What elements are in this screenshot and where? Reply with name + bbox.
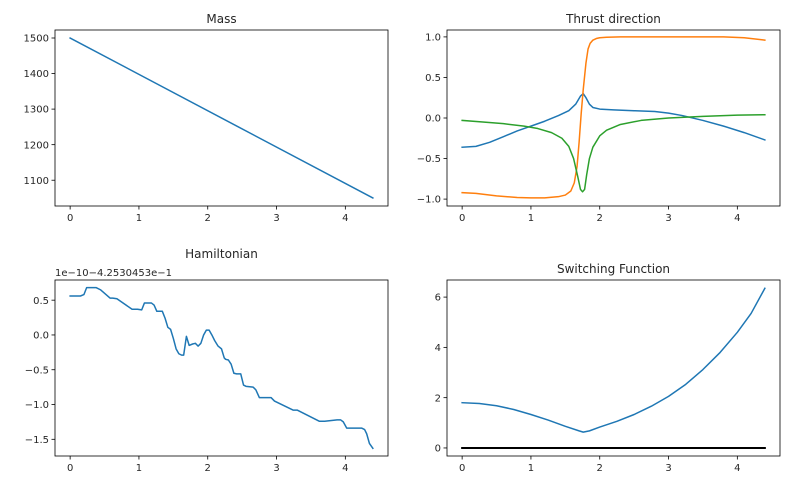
hamiltonian-ytick-label: 0.0 [33,331,49,342]
thrust-ytick-label: 0.0 [425,114,441,125]
switching-xtick-label: 1 [528,463,534,474]
hamiltonian-ytick-label: 0.5 [33,296,49,307]
mass-xtick-label: 1 [136,213,142,224]
thrust-line-component-1 [461,92,766,148]
hamiltonian-offset-text: 1e−10−4.2530453e−1 [55,268,172,279]
switching-xtick-label: 4 [734,463,740,474]
mass-xtick-label: 3 [273,213,279,224]
mass-ytick-label: 1300 [24,105,49,116]
mass-ytick-label: 1100 [24,176,49,187]
hamiltonian-xtick-label: 0 [67,463,73,474]
thrust-xtick-label: 2 [597,213,603,224]
thrust-ytick-label: 0.5 [425,73,441,84]
hamiltonian-axes-frame [54,279,389,457]
hamiltonian-ytick-label: −0.5 [25,365,49,376]
switching-xtick-label: 3 [665,463,671,474]
hamiltonian-series-group [69,286,374,450]
thrust-ytick-label: −1.0 [417,195,441,206]
hamiltonian-xtick-label: 4 [342,463,348,474]
switching-xtick-label: 2 [597,463,603,474]
mass-subplot: Mass 0 1 2 3 4 1100 1200 1300 1400 1500 [24,12,389,224]
thrust-line-component-2 [461,36,766,199]
thrust-line-component-3 [461,113,766,193]
mass-ytick-label: 1200 [24,140,49,151]
hamiltonian-line-hamiltonian [69,286,374,450]
switching-function-title: Switching Function [557,262,670,276]
thrust-ytick-label: −0.5 [417,154,441,165]
mass-series-group [69,36,374,200]
mass-ytick-label: 1500 [24,34,49,45]
hamiltonian-ytick-label: −1.0 [25,400,49,411]
switching-xtick-label: 0 [459,463,465,474]
mass-xtick-label: 0 [67,213,73,224]
thrust-xtick-label: 3 [665,213,671,224]
switching-function-subplot: Switching Function 0 1 2 3 4 0 2 4 6 [435,262,781,474]
thrust-direction-subplot: Thrust direction 0 1 2 3 4 −1.0 −0.5 0.0 0.5 1.0 [417,12,781,224]
switching-axes-frame [446,279,781,457]
switching-ytick-label: 4 [435,343,441,354]
thrust-xtick-label: 4 [734,213,740,224]
hamiltonian-ytick-label: −1.5 [25,435,49,446]
switching-ytick-label: 6 [435,293,441,304]
hamiltonian-xtick-label: 2 [205,463,211,474]
mass-line-mass [69,36,374,200]
mass-xtick-label: 2 [205,213,211,224]
switching-line-switching-function [461,287,766,433]
thrust-series-group [461,36,766,199]
thrust-xtick-label: 0 [459,213,465,224]
mass-xtick-label: 4 [342,213,348,224]
hamiltonian-subplot: Hamiltonian 1e−10−4.2530453e−1 0 1 2 3 4 −1.5… [25,247,389,474]
hamiltonian-title: Hamiltonian [185,247,258,261]
switching-ytick-label: 2 [435,393,441,404]
thrust-xtick-label: 1 [528,213,534,224]
thrust-ytick-label: 1.0 [425,32,441,43]
switching-series-group [461,287,766,449]
hamiltonian-xtick-label: 3 [273,463,279,474]
thrust-direction-title: Thrust direction [565,12,661,26]
switching-ytick-label: 0 [435,444,441,455]
mass-axes-frame [54,29,389,207]
hamiltonian-xtick-label: 1 [136,463,142,474]
mass-ytick-label: 1400 [24,69,49,80]
mass-title: Mass [206,12,236,26]
